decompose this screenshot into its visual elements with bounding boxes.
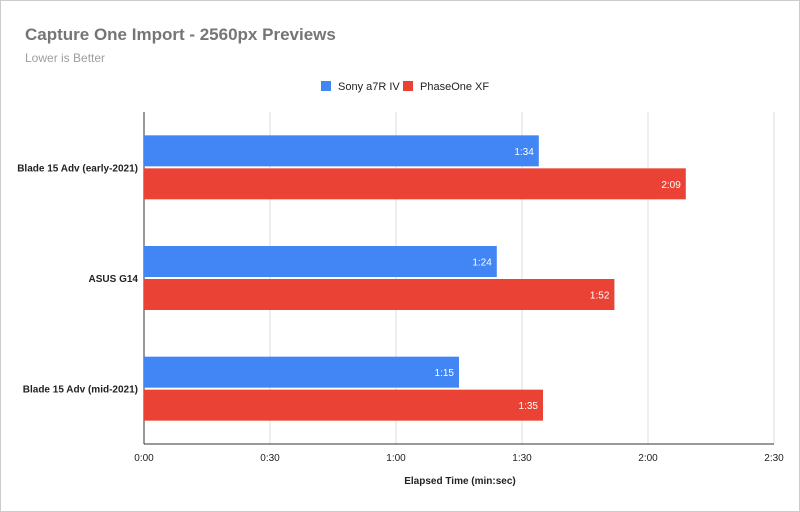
x-tick-label: 1:00 — [386, 453, 406, 464]
x-tick-label: 2:00 — [638, 453, 658, 464]
category-label: Blade 15 Adv (early-2021) — [17, 163, 138, 174]
x-axis-title: Elapsed Time (min:sec) — [404, 476, 516, 487]
x-tick-label: 2:30 — [764, 453, 784, 464]
legend: Sony a7R IV PhaseOne XF — [321, 81, 489, 93]
bar-value-label: 1:24 — [472, 258, 492, 269]
bar — [144, 279, 615, 310]
x-tick-label: 0:00 — [134, 453, 154, 464]
category-label: Blade 15 Adv (mid-2021) — [23, 385, 138, 396]
bar — [144, 389, 543, 421]
legend-label: Sony a7R IV — [338, 81, 400, 93]
grid-layer — [143, 112, 775, 445]
bar-value-label: 1:35 — [519, 401, 539, 412]
legend-swatch — [403, 81, 413, 91]
label-layer: 0:00 0:30 1:00 1:30 2:00 2:30 Blade 15 Adv (ea… — [17, 147, 784, 464]
legend-swatch — [321, 81, 331, 91]
bar-value-label: 1:15 — [435, 368, 455, 379]
bar-value-label: 2:09 — [661, 180, 681, 191]
category-label: ASUS G14 — [89, 274, 139, 285]
bar-value-label: 1:34 — [514, 147, 534, 158]
legend-label: PhaseOne XF — [420, 81, 489, 93]
bar — [144, 246, 497, 277]
x-tick-label: 0:30 — [260, 453, 280, 464]
x-tick-label: 1:30 — [512, 453, 532, 464]
chart-title: Capture One Import - 2560px Previews — [25, 25, 336, 44]
bar — [144, 356, 459, 388]
chart-subtitle: Lower is Better — [25, 51, 106, 65]
bar-layer — [144, 135, 686, 421]
bar — [144, 135, 539, 167]
bar — [144, 168, 686, 200]
bar-value-label: 1:52 — [590, 291, 610, 302]
